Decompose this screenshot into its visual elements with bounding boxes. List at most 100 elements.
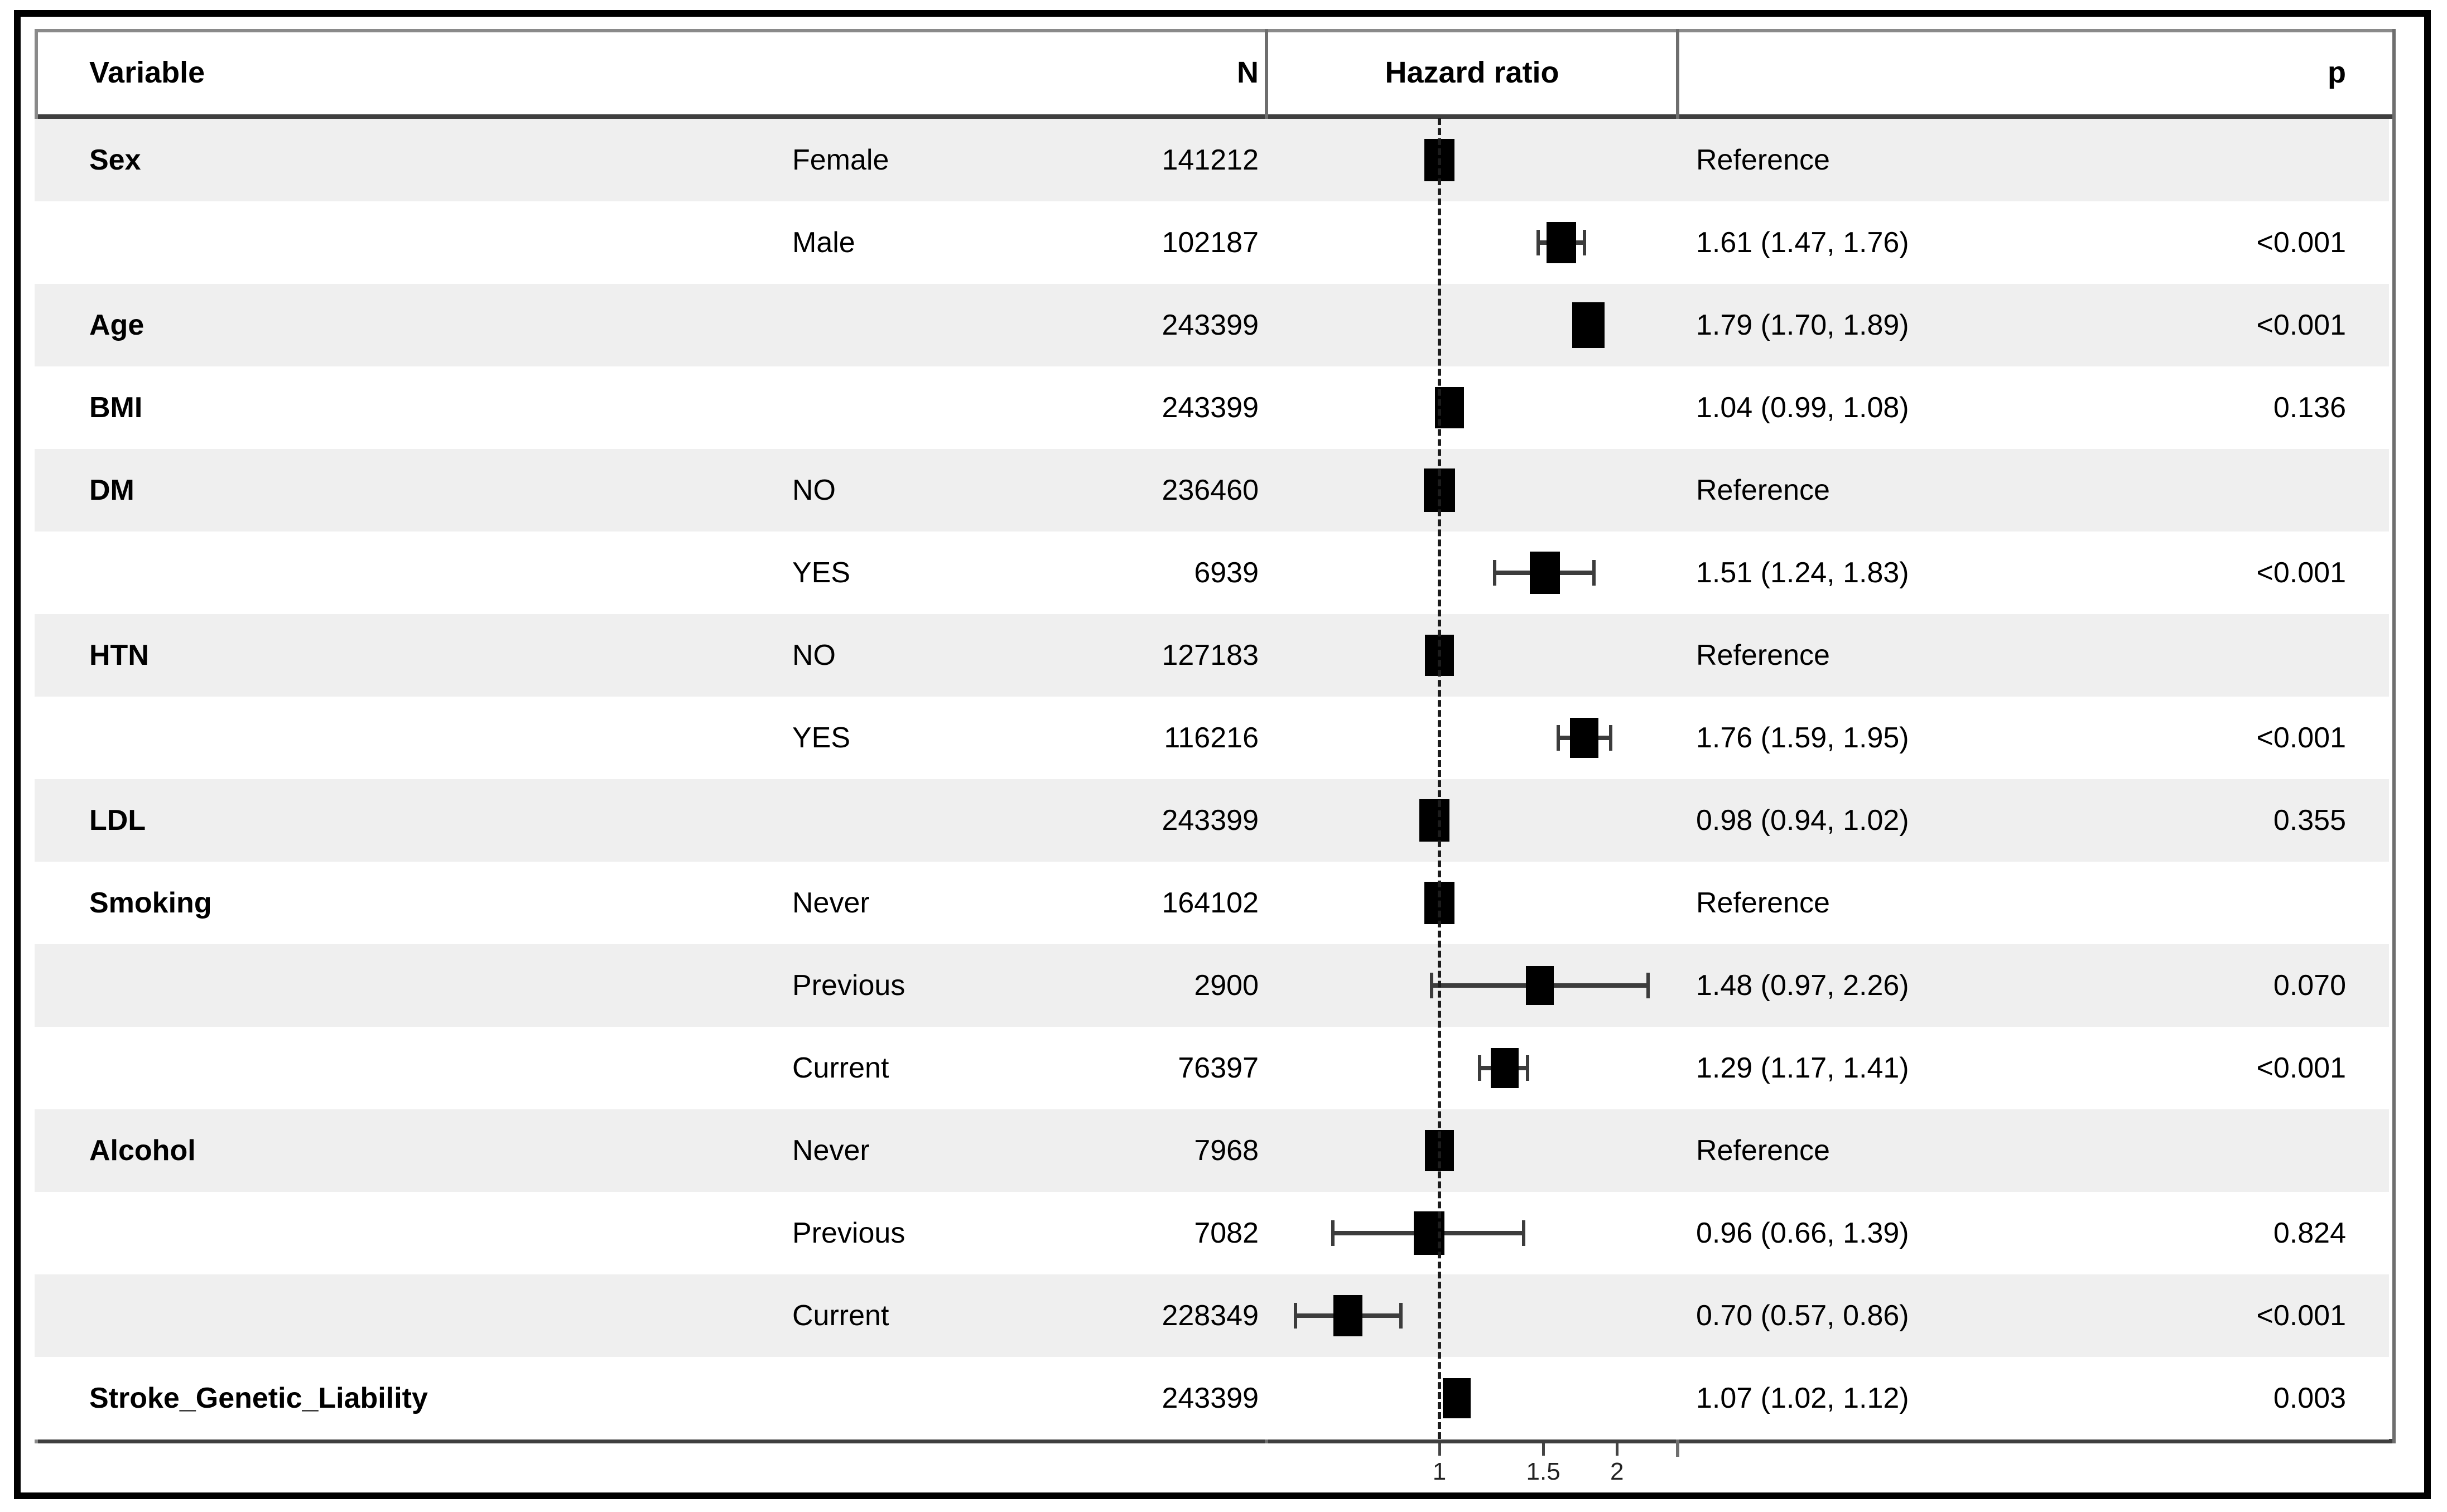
row-level-label: Previous [792, 1217, 905, 1249]
axis-tick-label: 2 [1610, 1458, 1624, 1485]
row-level-label: Female [792, 144, 889, 176]
hazard-ratio-box [1419, 799, 1449, 842]
column-header-variable: Variable [89, 56, 205, 89]
table-row [35, 201, 2389, 284]
row-p-value: <0.001 [2256, 1052, 2347, 1084]
row-estimate-text: 1.76 (1.59, 1.95) [1696, 722, 1909, 754]
row-n-value: 243399 [1162, 309, 1259, 341]
ci-cap-right [1608, 725, 1612, 751]
row-n-value: 141212 [1162, 144, 1259, 176]
column-header-hazard-ratio: Hazard ratio [1385, 56, 1559, 89]
table-row [35, 366, 2389, 449]
axis-tick-label: 1 [1432, 1458, 1447, 1485]
row-estimate-text: 1.29 (1.17, 1.41) [1696, 1052, 1909, 1084]
ci-cap-left [1331, 1220, 1335, 1246]
row-p-value: <0.001 [2256, 226, 2347, 259]
table-row [35, 449, 2389, 532]
table-row [35, 532, 2389, 614]
ci-cap-left [1293, 1303, 1297, 1329]
row-estimate-text: Reference [1696, 639, 1830, 672]
ci-cap-right [1582, 230, 1586, 255]
hazard-ratio-box [1490, 1048, 1519, 1088]
row-level-label: Never [792, 887, 870, 919]
axis-tick [1438, 1443, 1441, 1456]
row-estimate-text: 1.04 (0.99, 1.08) [1696, 392, 1909, 424]
row-n-value: 236460 [1162, 474, 1259, 506]
table-bottom-line [35, 1439, 2396, 1443]
hazard-ratio-box [1333, 1295, 1363, 1336]
ci-cap-left [1492, 560, 1496, 586]
ci-cap-right [1399, 1303, 1403, 1329]
table-row [35, 862, 2389, 944]
column-header-p: p [2328, 56, 2346, 89]
row-estimate-text: Reference [1696, 887, 1830, 919]
row-variable-label: DM [89, 474, 134, 506]
row-n-value: 2900 [1194, 969, 1259, 1002]
row-estimate-text: Reference [1696, 1134, 1830, 1167]
ci-cap-left [1430, 973, 1434, 998]
row-level-label: NO [792, 639, 836, 672]
column-header-n: N [1237, 56, 1259, 89]
row-n-value: 76397 [1178, 1052, 1259, 1084]
row-estimate-text: Reference [1696, 144, 1830, 176]
row-variable-label: Alcohol [89, 1134, 196, 1167]
ci-cap-right [1525, 1055, 1529, 1081]
header-top-line [35, 29, 2396, 32]
row-estimate-text: 1.51 (1.24, 1.83) [1696, 557, 1909, 589]
hazard-ratio-box [1547, 221, 1577, 264]
row-n-value: 6939 [1194, 557, 1259, 589]
ci-cap-right [1592, 560, 1596, 586]
row-p-value: 0.355 [2273, 804, 2346, 837]
ci-cap-left [1556, 725, 1560, 751]
row-n-value: 102187 [1162, 226, 1259, 259]
table-row [35, 697, 2389, 779]
row-n-value: 127183 [1162, 639, 1259, 672]
row-variable-label: HTN [89, 639, 149, 672]
ci-cap-left [1536, 230, 1540, 255]
ci-cap-left [1478, 1055, 1482, 1081]
row-variable-label: Stroke_Genetic_Liability [89, 1382, 428, 1414]
row-estimate-text: 1.48 (0.97, 2.26) [1696, 969, 1909, 1002]
row-p-value: <0.001 [2256, 1300, 2347, 1332]
row-variable-label: LDL [89, 804, 146, 837]
row-level-label: Current [792, 1300, 889, 1332]
row-variable-label: BMI [89, 392, 143, 424]
hazard-ratio-box [1572, 302, 1605, 348]
row-p-value: <0.001 [2256, 309, 2347, 341]
row-variable-label: Age [89, 309, 144, 341]
ci-cap-right [1646, 973, 1650, 998]
row-variable-label: Sex [89, 144, 141, 176]
reference-line [1438, 118, 1441, 1439]
row-level-label: Current [792, 1052, 889, 1084]
hazard-ratio-box [1530, 552, 1560, 594]
axis-tick-label: 1.5 [1526, 1458, 1560, 1485]
table-row [35, 614, 2389, 697]
row-estimate-text: 1.79 (1.70, 1.89) [1696, 309, 1909, 341]
ci-cap-right [1522, 1220, 1526, 1246]
row-level-label: NO [792, 474, 836, 506]
row-level-label: YES [792, 557, 851, 589]
row-estimate-text: Reference [1696, 474, 1830, 506]
row-estimate-text: 0.96 (0.66, 1.39) [1696, 1217, 1909, 1249]
row-n-value: 243399 [1162, 804, 1259, 837]
table-row [35, 1274, 2389, 1357]
row-p-value: <0.001 [2256, 722, 2347, 754]
hazard-ratio-box [1442, 1378, 1471, 1418]
row-p-value: 0.136 [2273, 392, 2346, 424]
row-estimate-text: 0.98 (0.94, 1.02) [1696, 804, 1909, 837]
figure-outer-border [14, 10, 2431, 1499]
row-n-value: 228349 [1162, 1300, 1259, 1332]
table-row [35, 779, 2389, 862]
table-row [35, 284, 2389, 366]
axis-tick [1616, 1443, 1619, 1456]
row-estimate-text: 1.61 (1.47, 1.76) [1696, 226, 1909, 259]
table-right-border [2392, 29, 2396, 1443]
row-level-label: Male [792, 226, 855, 259]
row-p-value: <0.001 [2256, 557, 2347, 589]
table-row [35, 1192, 2389, 1274]
row-level-label: Never [792, 1134, 870, 1167]
row-estimate-text: 1.07 (1.02, 1.12) [1696, 1382, 1909, 1414]
table-row [35, 1357, 2389, 1439]
axis-tick [1542, 1443, 1545, 1456]
